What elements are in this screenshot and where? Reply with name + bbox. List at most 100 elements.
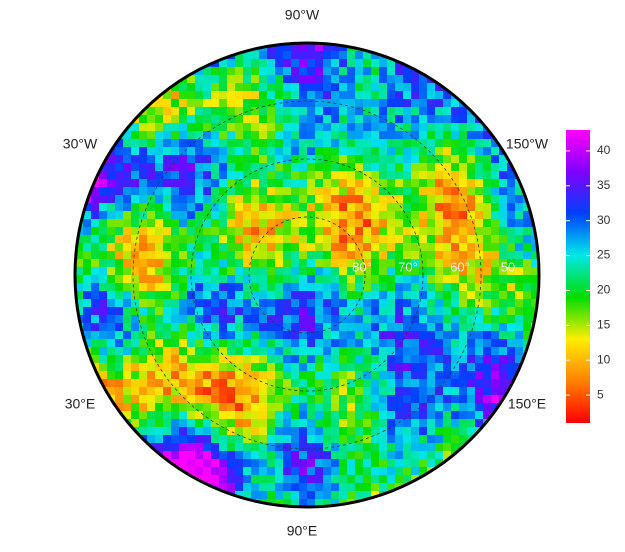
raster-cell — [107, 195, 116, 204]
raster-cell — [331, 323, 340, 332]
raster-cell — [171, 227, 180, 236]
raster-cell — [259, 459, 268, 468]
raster-cell — [155, 123, 164, 132]
raster-cell — [443, 275, 452, 284]
raster-cell — [179, 379, 188, 388]
raster-cell — [275, 131, 284, 140]
raster-cell — [171, 275, 180, 284]
raster-cell — [283, 307, 292, 316]
raster-cell — [147, 227, 156, 236]
raster-cell — [107, 235, 116, 244]
raster-cell — [187, 451, 196, 460]
raster-cell — [403, 203, 412, 212]
raster-cell — [499, 243, 508, 252]
raster-cell — [363, 115, 372, 124]
raster-cell — [379, 347, 388, 356]
raster-cell — [435, 99, 444, 108]
raster-cell — [387, 299, 396, 308]
raster-cell — [315, 251, 324, 260]
raster-cell — [163, 451, 172, 460]
raster-cell — [267, 467, 276, 476]
raster-cell — [235, 467, 244, 476]
raster-cell — [267, 163, 276, 172]
raster-cell — [523, 299, 532, 308]
raster-cell — [451, 315, 460, 324]
raster-cell — [395, 131, 404, 140]
lon-label: 90°E — [287, 523, 318, 539]
raster-cell — [179, 99, 188, 108]
raster-cell — [459, 107, 468, 116]
raster-cell — [387, 483, 396, 492]
raster-cell — [259, 267, 268, 276]
raster-cell — [379, 315, 388, 324]
raster-cell — [435, 243, 444, 252]
raster-cell — [139, 363, 148, 372]
raster-cell — [339, 283, 348, 292]
raster-cell — [315, 315, 324, 324]
raster-cell — [203, 355, 212, 364]
raster-cell — [339, 411, 348, 420]
raster-cell — [147, 299, 156, 308]
raster-cell — [507, 315, 516, 324]
raster-cell — [363, 203, 372, 212]
raster-cell — [379, 155, 388, 164]
raster-cell — [315, 243, 324, 252]
raster-cell — [291, 459, 300, 468]
raster-cell — [315, 395, 324, 404]
raster-cell — [235, 363, 244, 372]
raster-cell — [163, 227, 172, 236]
raster-cell — [427, 203, 436, 212]
raster-cell — [347, 203, 356, 212]
raster-cell — [451, 411, 460, 420]
raster-cell — [371, 211, 380, 220]
raster-cell — [179, 307, 188, 316]
raster-cell — [355, 235, 364, 244]
raster-cell — [395, 179, 404, 188]
raster-cell — [507, 323, 516, 332]
raster-cell — [179, 291, 188, 300]
raster-cell — [155, 339, 164, 348]
raster-cell — [187, 467, 196, 476]
raster-cell — [283, 43, 292, 52]
raster-cell — [379, 67, 388, 76]
raster-cell — [219, 147, 228, 156]
raster-cell — [139, 251, 148, 260]
raster-cell — [459, 355, 468, 364]
raster-cell — [171, 267, 180, 276]
raster-cell — [483, 323, 492, 332]
raster-cell — [331, 419, 340, 428]
raster-cell — [115, 163, 124, 172]
raster-cell — [475, 195, 484, 204]
raster-cell — [243, 91, 252, 100]
raster-cell — [187, 443, 196, 452]
raster-cell — [371, 291, 380, 300]
raster-cell — [347, 187, 356, 196]
raster-cell — [419, 387, 428, 396]
raster-cell — [331, 267, 340, 276]
raster-cell — [75, 339, 84, 348]
raster-cell — [275, 251, 284, 260]
raster-cell — [387, 315, 396, 324]
raster-cell — [171, 139, 180, 148]
raster-cell — [523, 251, 532, 260]
raster-cell — [243, 283, 252, 292]
raster-cell — [371, 499, 380, 507]
raster-cell — [187, 411, 196, 420]
raster-cell — [435, 83, 444, 92]
raster-cell — [459, 403, 468, 412]
raster-cell — [83, 299, 92, 308]
raster-cell — [459, 91, 468, 100]
raster-cell — [163, 379, 172, 388]
raster-cell — [99, 339, 108, 348]
raster-cell — [163, 419, 172, 428]
raster-cell — [419, 235, 428, 244]
raster-cell — [131, 379, 140, 388]
raster-cell — [339, 179, 348, 188]
raster-cell — [195, 395, 204, 404]
raster-cell — [371, 243, 380, 252]
raster-cell — [323, 459, 332, 468]
raster-cell — [467, 275, 476, 284]
raster-cell — [427, 307, 436, 316]
raster-cell — [107, 387, 116, 396]
raster-cell — [427, 379, 436, 388]
